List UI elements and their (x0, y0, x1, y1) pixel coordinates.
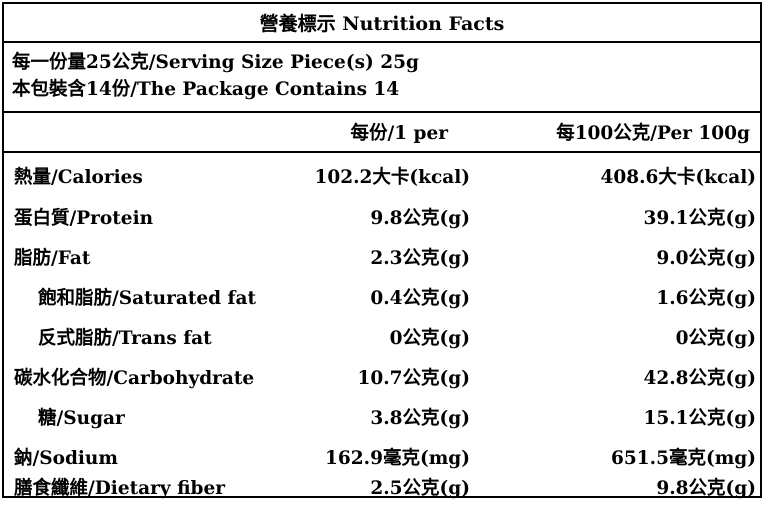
nutrient-name: 糖/Sugar (38, 408, 125, 429)
nutrient-per-serving: 2.5公克(g) (370, 478, 470, 499)
serving-size: 每一份量25公克/Serving Size Piece(s) 25g (12, 52, 419, 73)
nutrient-per-serving: 2.3公克(g) (370, 248, 470, 269)
nutrient-name: 膳食纖維/Dietary fiber (14, 478, 225, 499)
row-carbohydrate: 碳水化合物/Carbohydrate 10.7公克(g) 42.8公克(g) (4, 364, 760, 400)
label-title: 營養標示 Nutrition Facts (4, 4, 760, 43)
nutrition-label: 營養標示 Nutrition Facts 每一份量25公克/Serving Si… (2, 2, 762, 499)
row-saturated-fat: 飽和脂肪/Saturated fat 0.4公克(g) 1.6公克(g) (4, 284, 760, 320)
nutrient-per-100g: 1.6公克(g) (656, 288, 756, 309)
nutrient-name: 熱量/Calories (14, 167, 143, 188)
nutrient-per-100g: 9.0公克(g) (656, 248, 756, 269)
nutrient-per-serving: 0公克(g) (389, 328, 470, 349)
nutrient-name: 蛋白質/Protein (14, 208, 154, 229)
row-dietary-fiber: 膳食纖維/Dietary fiber 2.5公克(g) 9.8公克(g) (4, 474, 760, 510)
row-fat: 脂肪/Fat 2.3公克(g) 9.0公克(g) (4, 244, 760, 280)
nutrient-name: 反式脂肪/Trans fat (38, 328, 212, 349)
nutrient-per-serving: 162.9毫克(mg) (325, 448, 470, 469)
nutrient-per-100g: 651.5毫克(mg) (611, 448, 756, 469)
nutrient-name: 碳水化合物/Carbohydrate (14, 368, 255, 389)
nutrient-per-serving: 3.8公克(g) (370, 408, 470, 429)
nutrient-name: 鈉/Sodium (14, 448, 118, 469)
nutrient-per-100g: 0公克(g) (675, 328, 756, 349)
nutrient-per-serving: 9.8公克(g) (370, 208, 470, 229)
column-header-row: 每份/1 per 每100公克/Per 100g (4, 113, 760, 153)
nutrient-per-serving: 0.4公克(g) (370, 288, 470, 309)
row-protein: 蛋白質/Protein 9.8公克(g) 39.1公克(g) (4, 204, 760, 240)
servings-per-package: 本包裝含14份/The Package Contains 14 (12, 79, 400, 100)
row-trans-fat: 反式脂肪/Trans fat 0公克(g) 0公克(g) (4, 324, 760, 360)
nutrient-per-100g: 15.1公克(g) (643, 408, 757, 429)
per-100g-header: 每100公克/Per 100g (556, 123, 750, 144)
nutrient-per-100g: 42.8公克(g) (643, 368, 757, 389)
nutrient-per-serving: 102.2大卡(kcal) (314, 167, 470, 188)
row-calories: 熱量/Calories 102.2大卡(kcal) 408.6大卡(kcal) (4, 163, 760, 199)
row-sodium: 鈉/Sodium 162.9毫克(mg) 651.5毫克(mg) (4, 444, 760, 480)
nutrient-name: 脂肪/Fat (14, 248, 91, 269)
nutrient-per-100g: 39.1公克(g) (643, 208, 757, 229)
nutrient-name: 飽和脂肪/Saturated fat (38, 288, 257, 309)
nutrient-per-100g: 408.6大卡(kcal) (600, 167, 756, 188)
nutrient-per-100g: 9.8公克(g) (656, 478, 756, 499)
per-serving-header: 每份/1 per (350, 123, 448, 144)
nutrient-per-serving: 10.7公克(g) (357, 368, 471, 389)
serving-info: 每一份量25公克/Serving Size Piece(s) 25g 本包裝含1… (4, 43, 760, 113)
row-sugar: 糖/Sugar 3.8公克(g) 15.1公克(g) (4, 404, 760, 440)
